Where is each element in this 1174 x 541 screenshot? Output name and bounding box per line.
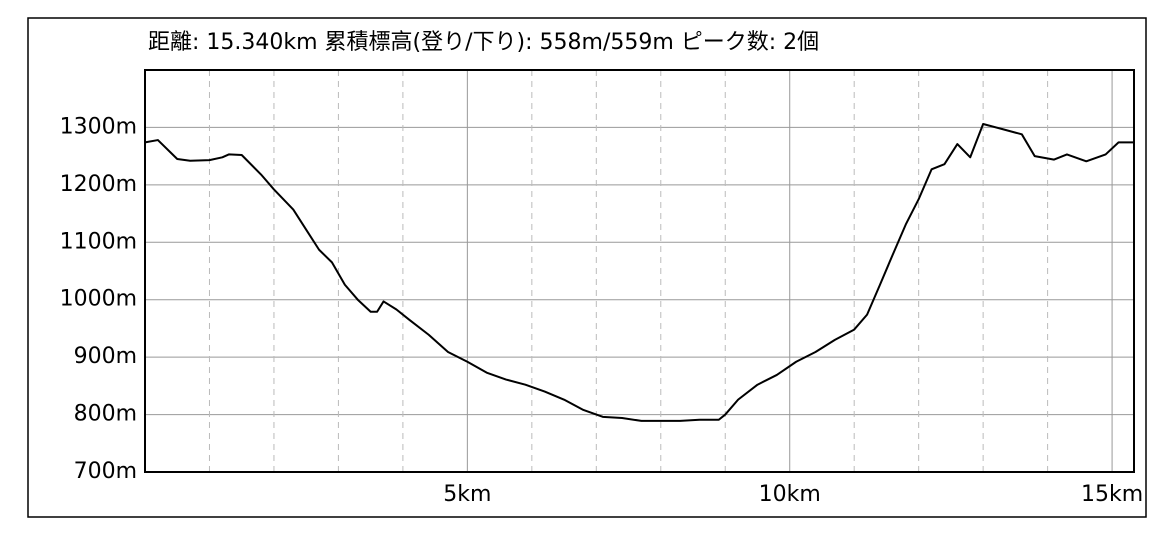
y-tick-label: 1000m bbox=[60, 287, 137, 312]
y-tick-label: 800m bbox=[74, 402, 137, 427]
x-tick-label: 15km bbox=[1081, 482, 1143, 507]
frame bbox=[27, 17, 1147, 518]
plot-border bbox=[144, 69, 1135, 473]
y-tick-label: 1100m bbox=[60, 229, 137, 254]
y-tick-label: 900m bbox=[74, 344, 137, 369]
elevation-line bbox=[144, 122, 1134, 422]
grid bbox=[145, 70, 1134, 473]
y-tick-label: 700m bbox=[74, 459, 137, 484]
y-tick-label: 1200m bbox=[60, 172, 137, 197]
chart-title: 距離: 15.340km 累積標高(登り/下り): 558m/559m ピーク数… bbox=[148, 30, 819, 55]
x-tick-label: 10km bbox=[759, 482, 821, 507]
x-tick-label: 5km bbox=[443, 482, 491, 507]
marks bbox=[144, 122, 1134, 422]
y-tick-label: 1300m bbox=[60, 114, 137, 139]
